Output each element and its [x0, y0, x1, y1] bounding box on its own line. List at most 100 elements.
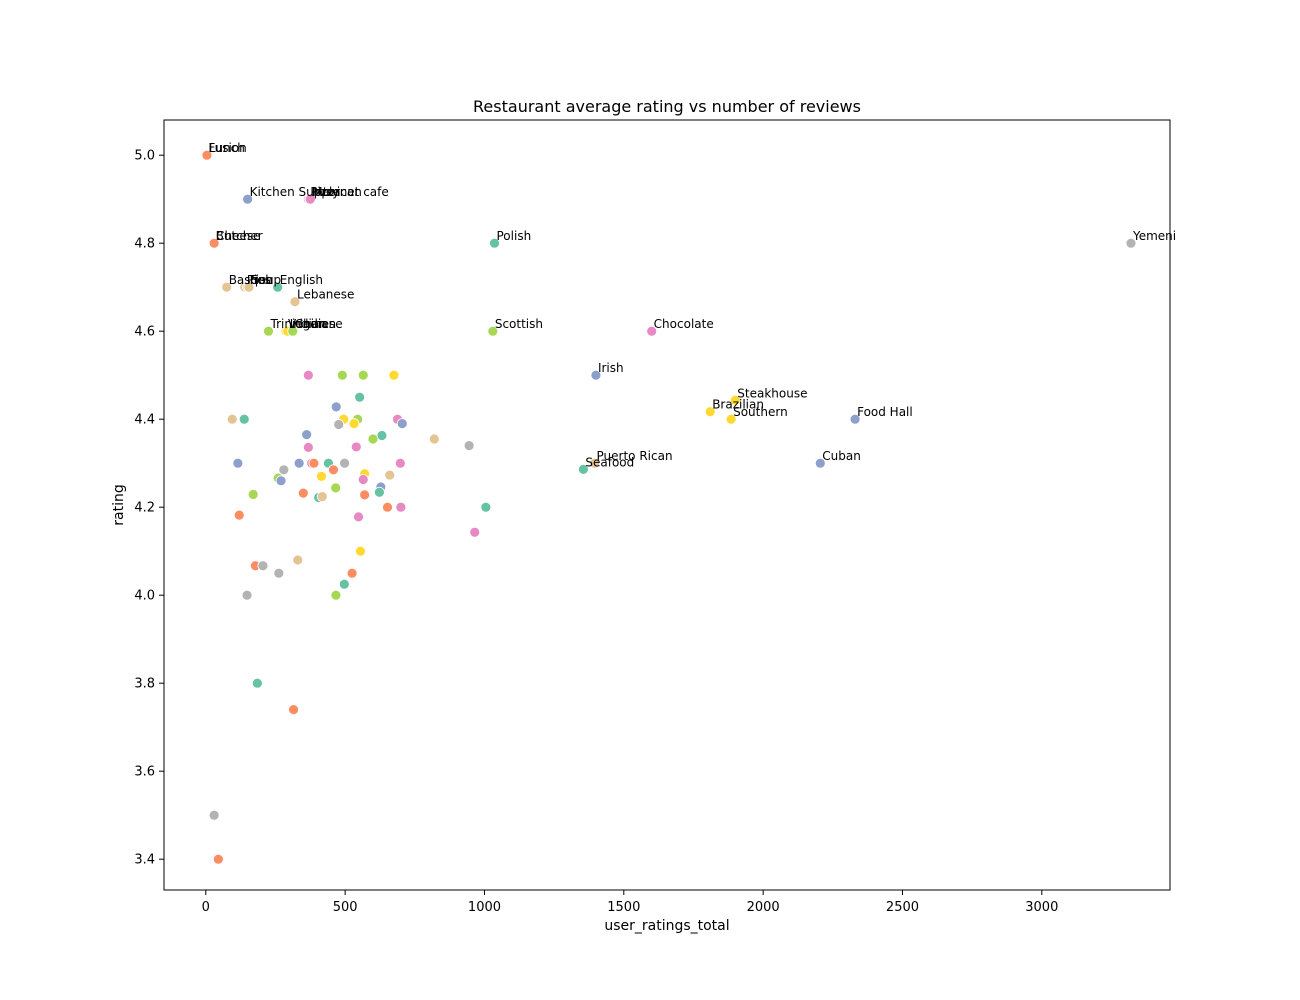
data-point [480, 501, 492, 513]
point-label: Cuban [822, 449, 861, 463]
data-point [355, 545, 366, 557]
data-point [348, 418, 360, 430]
point-label: Yemeni [1132, 229, 1176, 243]
point-label: Puerto Rican [597, 449, 673, 463]
data-point [336, 369, 348, 381]
data-point-kitchen-supply [242, 193, 254, 205]
point-label: Seafood [585, 455, 634, 469]
data-point [394, 457, 406, 469]
point-label: Food Hall [857, 405, 913, 419]
chart-title: Restaurant average rating vs number of r… [473, 97, 861, 116]
data-point [346, 567, 358, 579]
data-point [273, 567, 285, 579]
x-tick-label: 1500 [607, 900, 640, 915]
point-label: Brazilian [712, 398, 764, 412]
data-point-lunch [201, 149, 213, 161]
plot-frame [163, 119, 1171, 891]
data-point [212, 853, 224, 865]
data-point [247, 489, 259, 500]
data-point-irish [590, 369, 602, 381]
data-point-chinese [287, 325, 299, 337]
data-point [388, 369, 400, 381]
data-point [232, 457, 244, 469]
x-tick-label: 0 [202, 900, 210, 915]
data-point-scottish [487, 325, 499, 337]
data-point-chocolate [646, 325, 658, 337]
data-point [308, 457, 320, 469]
y-tick-label: 5.0 [134, 149, 155, 164]
x-axis-title: user_ratings_total [604, 918, 729, 934]
data-point [376, 430, 388, 441]
data-point [353, 511, 364, 523]
point-label: Kitchen Supply [250, 185, 340, 199]
data-point [302, 369, 314, 381]
x-axis: 0 500 1000 1500 2000 2500 3000 [202, 890, 1058, 915]
point-label: Lebanese [297, 288, 354, 302]
data-point [275, 475, 287, 487]
data-point [357, 474, 369, 485]
data-point [316, 470, 327, 482]
point-label: Soup [251, 273, 281, 287]
data-point-seafood [577, 463, 589, 475]
point-label: Steakhouse [737, 386, 807, 400]
data-point [330, 482, 342, 494]
point-label: English [280, 273, 323, 287]
y-tick-label: 4.4 [134, 413, 155, 428]
point-label: Trinidadian [270, 317, 337, 331]
x-tick-label: 3000 [1025, 900, 1058, 915]
point-label: Lunch [209, 141, 245, 155]
data-point [288, 704, 299, 715]
data-point-southern [725, 413, 737, 425]
data-point-cheese [208, 237, 220, 249]
data-point-puerto-rican [589, 457, 600, 469]
data-point-polish [489, 237, 500, 249]
data-point [350, 441, 362, 453]
data-point-mexican [304, 193, 316, 205]
point-label: Irish [598, 361, 624, 375]
data-point [396, 418, 408, 430]
point-label: Butcher [216, 229, 263, 243]
data-point [354, 391, 366, 403]
data-point [359, 489, 371, 501]
data-point [367, 433, 379, 445]
data-point [328, 464, 339, 476]
data-point [382, 501, 393, 513]
point-label: Indian [290, 317, 327, 331]
y-tick-label: 3.8 [134, 677, 155, 692]
data-point [428, 433, 440, 445]
data-point-trinidadian [263, 325, 274, 337]
data-point-yemeni [1125, 237, 1137, 249]
data-point-basque [221, 281, 233, 293]
data-point [241, 589, 253, 601]
point-label: Cheese [216, 229, 260, 243]
data-point [293, 457, 305, 469]
data-point [316, 491, 328, 503]
data-point [257, 560, 269, 572]
point-label: Internet cafe [312, 185, 389, 199]
y-axis-title: rating [111, 484, 127, 525]
y-tick-label: 3.4 [134, 853, 155, 868]
point-label: Fish [250, 273, 273, 287]
data-point-food-hall [849, 413, 861, 425]
data-point [278, 464, 290, 476]
point-label: Vegan [288, 317, 325, 331]
data-point [208, 809, 220, 821]
data-point [357, 369, 369, 381]
data-point [302, 441, 314, 453]
data-point [338, 578, 350, 590]
data-point-lebanese [289, 296, 301, 308]
y-tick-label: 3.6 [134, 765, 155, 780]
data-point [251, 677, 263, 689]
data-point [238, 413, 250, 425]
point-label: Mexican [312, 185, 362, 199]
point-label: Southern [733, 405, 788, 419]
data-point [384, 469, 396, 481]
point-label: Scottish [495, 317, 543, 331]
data-point [333, 419, 345, 430]
x-tick-label: 1000 [468, 900, 501, 915]
y-tick-label: 4.2 [134, 501, 155, 516]
data-point-brazilian [704, 406, 716, 418]
